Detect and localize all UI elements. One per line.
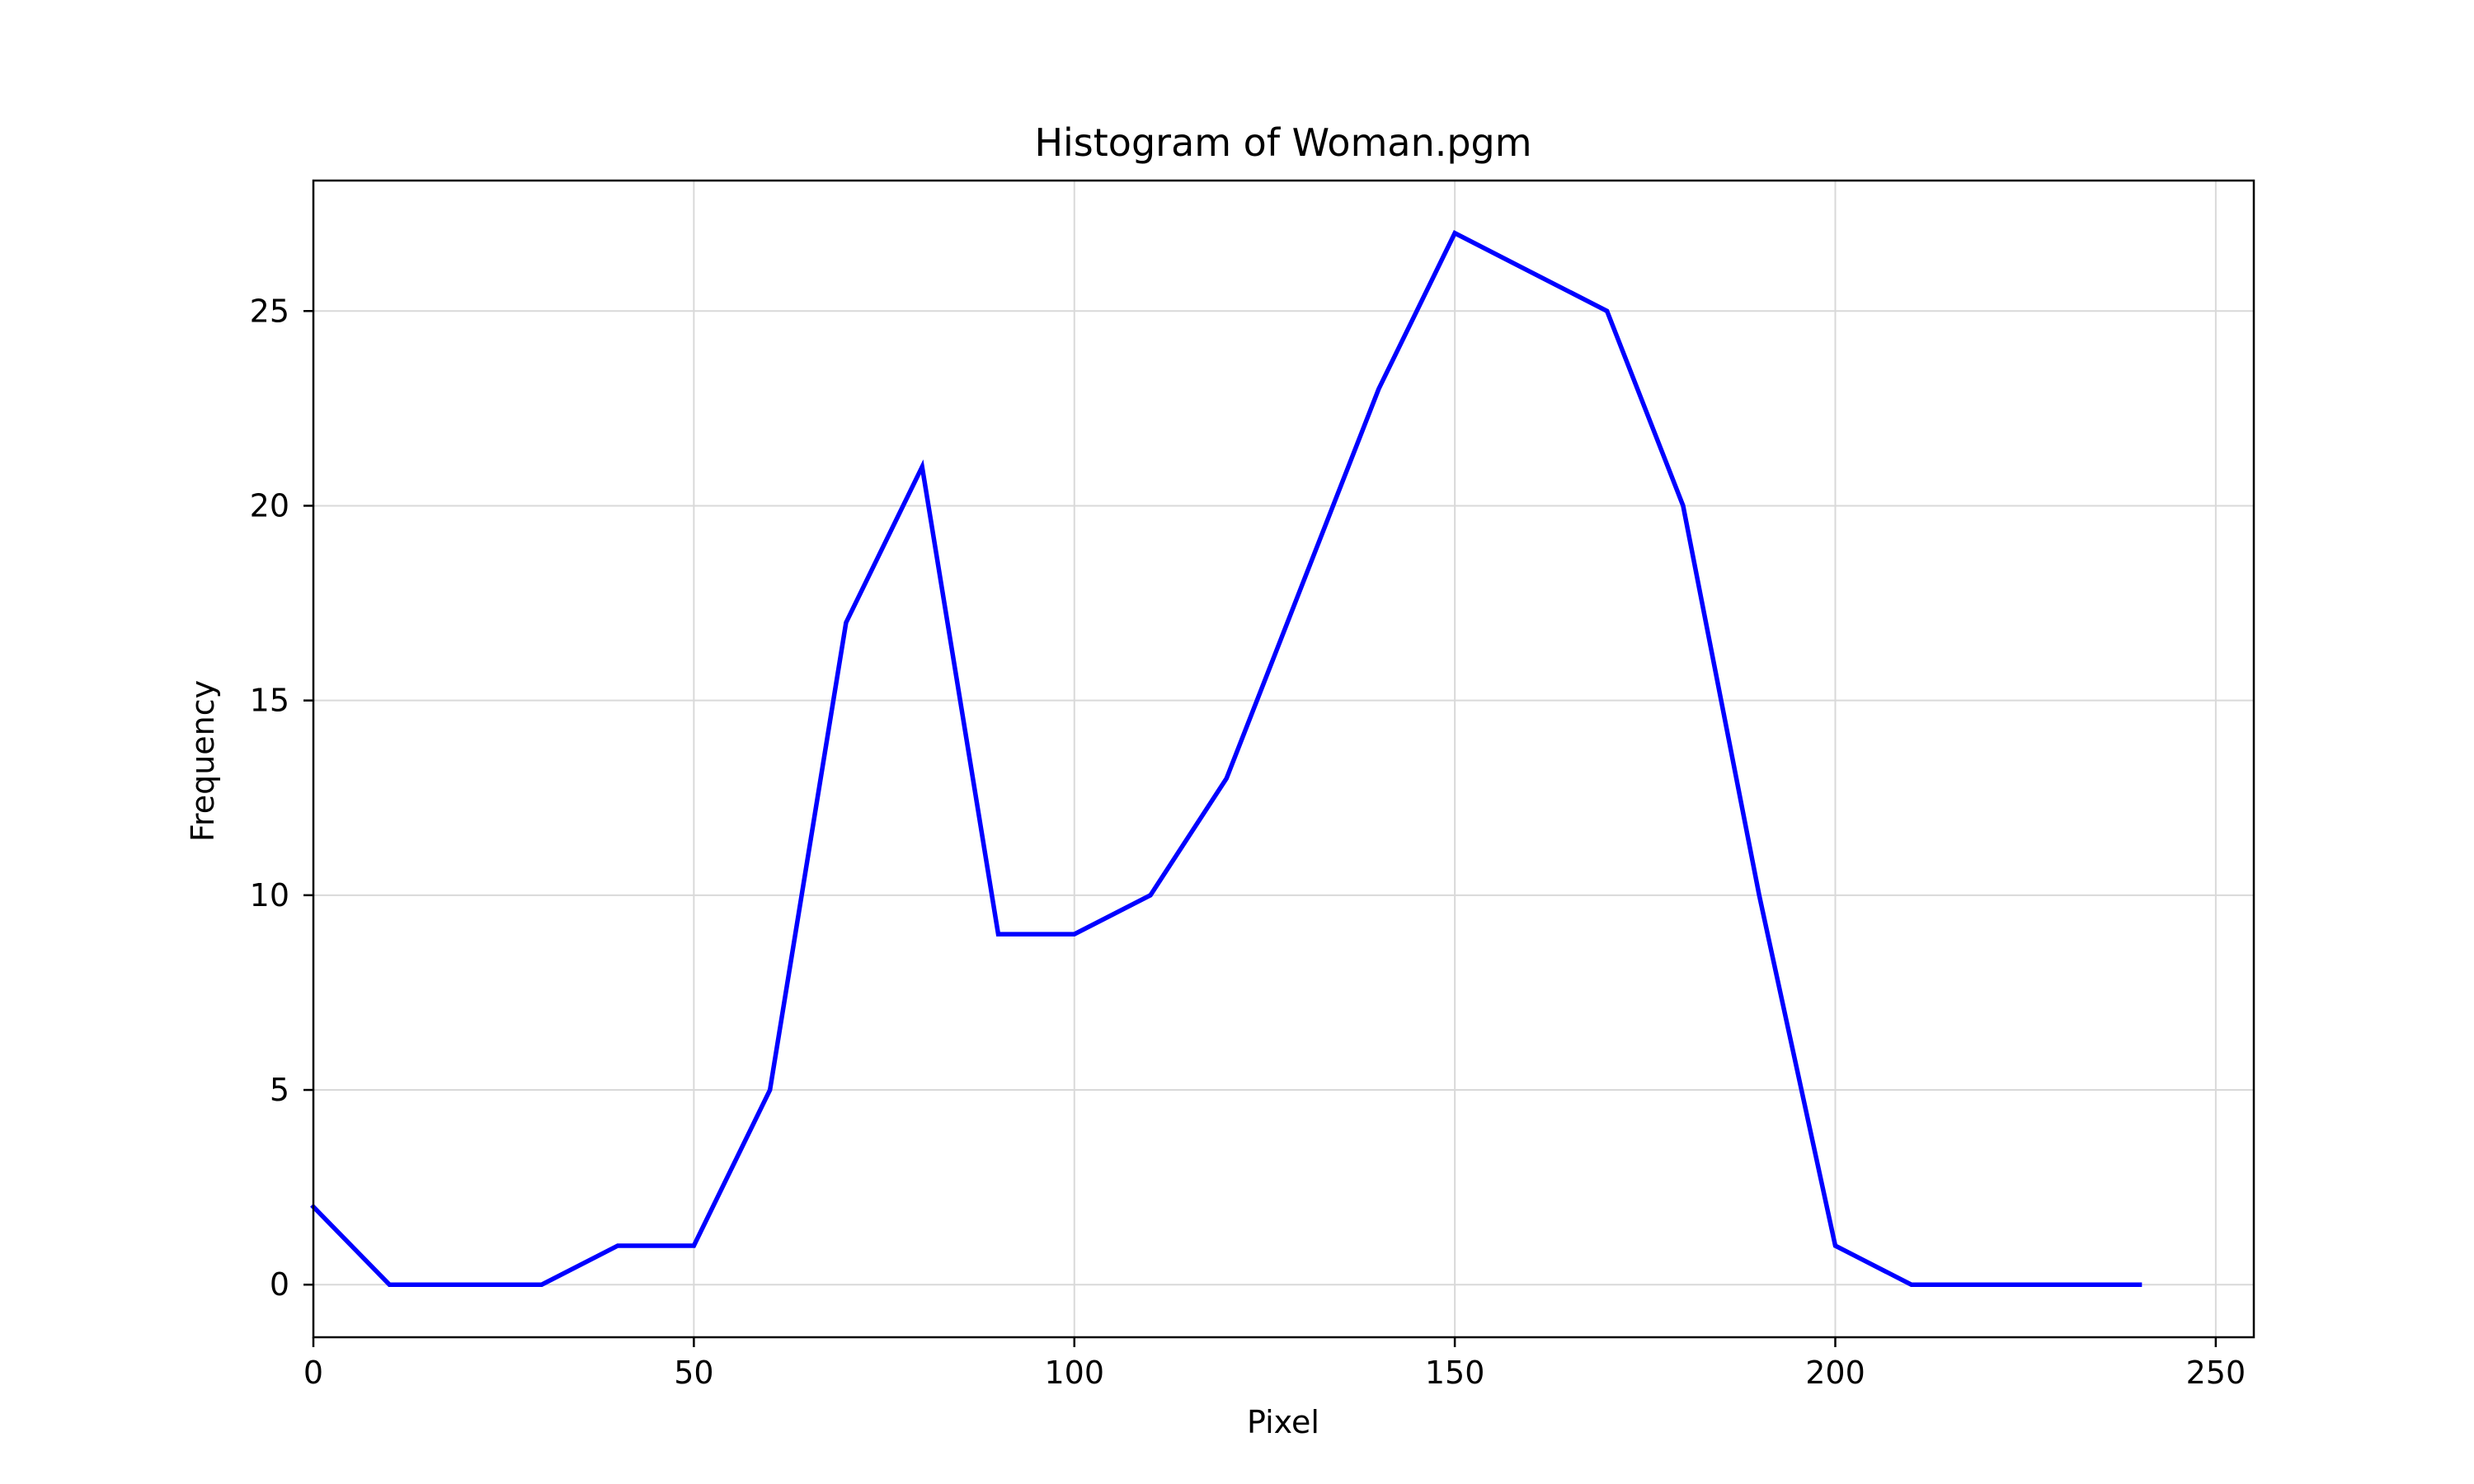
axis-frame (312, 179, 2255, 1339)
chart-title: Histogram of Woman.pgm (1034, 120, 1531, 165)
y-tick-label: 15 (250, 683, 289, 719)
x-axis-label: Pixel (1247, 1404, 1319, 1440)
x-tick-label: 50 (674, 1355, 713, 1391)
x-tick-label: 250 (2186, 1355, 2246, 1391)
x-tick-label: 150 (1425, 1355, 1485, 1391)
y-tick-label: 5 (270, 1072, 289, 1108)
y-tick-label: 10 (250, 877, 289, 913)
tick-layer: 0 50 100 150 200 250 0 5 10 15 20 25 (250, 293, 2246, 1391)
y-tick-label: 25 (250, 293, 289, 329)
y-axis-label: Frequency (185, 680, 221, 842)
x-tick-label: 200 (1805, 1355, 1865, 1391)
y-tick-label: 20 (250, 487, 289, 524)
x-tick-label: 0 (303, 1355, 323, 1391)
series-line-0 (310, 230, 2142, 1287)
grid-layer (313, 181, 2254, 1337)
series-layer (310, 230, 2142, 1287)
y-tick-label: 0 (270, 1266, 289, 1303)
x-tick-label: 100 (1044, 1355, 1104, 1391)
